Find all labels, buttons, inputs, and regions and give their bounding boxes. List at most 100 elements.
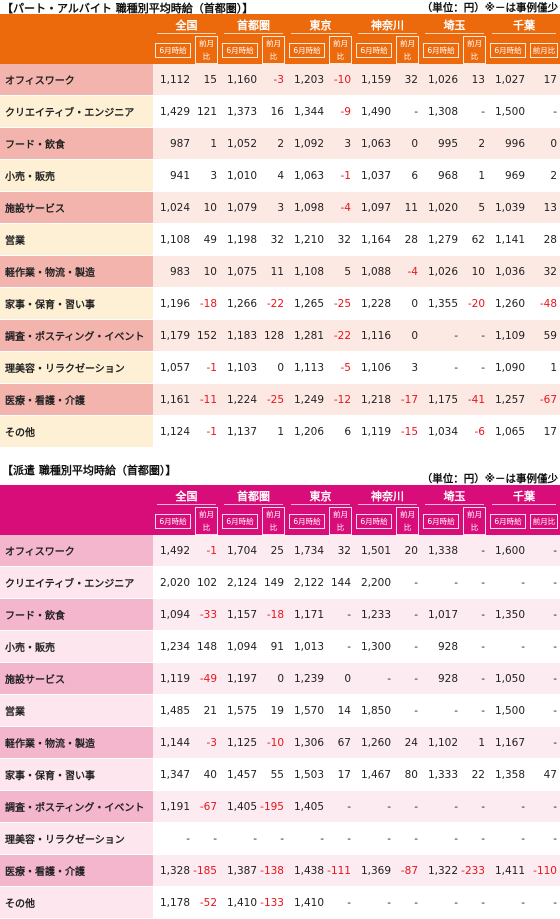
- wage-subheader: 6月時給: [421, 36, 461, 64]
- change-cell: 3: [394, 351, 421, 384]
- change-subheader: 前月比: [461, 36, 488, 64]
- change-cell: -1: [193, 535, 220, 567]
- change-cell: 19: [260, 694, 287, 727]
- sub-header-row: 6月時給 前月比 6月時給 前月比 6月時給 前月比 6月時給 前月比 6月時給…: [0, 36, 560, 64]
- wage-cell: 1,500: [488, 694, 528, 727]
- change-subheader: 前月比: [260, 36, 287, 64]
- wage-cell: -: [488, 822, 528, 855]
- wage-cell: 1,094: [220, 630, 260, 663]
- wage-cell: -: [488, 566, 528, 599]
- change-cell: 144: [327, 566, 354, 599]
- change-cell: 10: [193, 191, 220, 224]
- wage-cell: 1,429: [153, 95, 193, 128]
- wage-cell: 1,503: [287, 758, 327, 791]
- wage-cell: 1,052: [220, 127, 260, 160]
- wage-cell: 1,125: [220, 726, 260, 759]
- dispatch-table-body: オフィスワーク 1,492 -1 1,704 25 1,734 32 1,501 20 1,338…: [0, 535, 560, 919]
- change-cell: 32: [260, 223, 287, 256]
- change-cell: -5: [327, 351, 354, 384]
- wage-cell: 1,108: [287, 255, 327, 288]
- wage-cell: 1,167: [488, 726, 528, 759]
- change-subheader: 前月比: [260, 507, 287, 535]
- job-category-label: 小売・販売: [0, 159, 153, 192]
- change-cell: 25: [260, 535, 287, 567]
- table-row: 施設サービス 1,119 -49 1,197 0 1,239 0- -928-1,050-: [0, 662, 560, 695]
- part-time-wage-table: 全国 首都圏 東京 神奈川 埼玉 千葉 6月時給 前月比 6月時給 前月比 6月…: [0, 14, 560, 448]
- change-cell: 6: [394, 159, 421, 192]
- change-cell: -: [528, 886, 560, 919]
- wage-cell: 1,438: [287, 854, 327, 887]
- change-subheader: 前月比: [394, 36, 421, 64]
- change-cell: -: [394, 566, 421, 599]
- wage-cell: 1,410: [220, 886, 260, 919]
- change-cell: -: [394, 630, 421, 663]
- change-cell: 32: [394, 64, 421, 96]
- wage-cell: 1,178: [153, 886, 193, 919]
- change-cell: -195: [260, 790, 287, 823]
- change-cell: -20: [461, 287, 488, 320]
- region-header: 東京: [287, 485, 354, 507]
- wage-cell: 1,333: [421, 758, 461, 791]
- wage-cell: 1,306: [287, 726, 327, 759]
- change-cell: -25: [260, 383, 287, 416]
- wage-cell: 1,600: [488, 535, 528, 567]
- change-cell: 1: [461, 726, 488, 759]
- wage-cell: 1,338: [421, 535, 461, 567]
- change-cell: 91: [260, 630, 287, 663]
- wage-cell: 1,039: [488, 191, 528, 224]
- change-cell: -: [394, 662, 421, 695]
- wage-cell: 1,350: [488, 598, 528, 631]
- wage-cell: 1,239: [287, 662, 327, 695]
- table-row: クリエイティブ・エンジニア 1,429 121 1,373 16 1,344 -9 1,490…: [0, 95, 560, 128]
- change-cell: -25: [327, 287, 354, 320]
- wage-cell: 1,027: [488, 64, 528, 96]
- change-cell: -: [461, 630, 488, 663]
- change-cell: 32: [327, 223, 354, 256]
- change-subheader: 前月比: [193, 507, 220, 535]
- change-cell: -: [327, 886, 354, 919]
- change-cell: 6: [327, 415, 354, 448]
- change-cell: -: [394, 886, 421, 919]
- wage-cell: 1,026: [421, 64, 461, 96]
- change-cell: -: [528, 95, 560, 128]
- change-cell: 1: [193, 127, 220, 160]
- job-category-label: クリエイティブ・エンジニア: [0, 95, 153, 128]
- change-cell: 3: [327, 127, 354, 160]
- change-cell: -1: [193, 351, 220, 384]
- part-time-title: 【パート・アルバイト 職種別平均時給（首都圏）】: [2, 2, 254, 15]
- change-cell: -52: [193, 886, 220, 919]
- change-cell: 20: [394, 535, 421, 567]
- wage-cell: 1,492: [153, 535, 193, 567]
- change-cell: 1: [528, 351, 560, 384]
- change-cell: 3: [193, 159, 220, 192]
- wage-cell: 996: [488, 127, 528, 160]
- table-row: 家事・保育・習い事 1,347 40 1,457 55 1,503 17 1,467 80 1,3…: [0, 758, 560, 791]
- change-cell: -11: [193, 383, 220, 416]
- wage-cell: 1,036: [488, 255, 528, 288]
- wage-cell: 1,734: [287, 535, 327, 567]
- change-cell: -: [528, 822, 560, 855]
- change-cell: 3: [260, 191, 287, 224]
- wage-cell: 2,124: [220, 566, 260, 599]
- change-cell: -15: [394, 415, 421, 448]
- table-row: オフィスワーク 1,112 15 1,160 -3 1,203 -10 1,159 32 1,02…: [0, 64, 560, 96]
- wage-cell: 1,119: [354, 415, 394, 448]
- change-cell: -3: [260, 64, 287, 96]
- job-category-label: 調査・ポスティング・イベント: [0, 790, 153, 823]
- wage-cell: 1,347: [153, 758, 193, 791]
- region-header: 千葉: [488, 14, 560, 36]
- wage-cell: -: [153, 822, 193, 855]
- change-cell: 67: [327, 726, 354, 759]
- change-cell: -: [394, 790, 421, 823]
- change-cell: -: [528, 662, 560, 695]
- wage-subheader: 6月時給: [287, 36, 327, 64]
- wage-cell: 2,020: [153, 566, 193, 599]
- region-header: 全国: [153, 14, 220, 36]
- change-cell: 13: [461, 64, 488, 96]
- wage-cell: 1,026: [421, 255, 461, 288]
- job-category-label: フード・飲食: [0, 598, 153, 631]
- job-category-label: フード・飲食: [0, 127, 153, 160]
- wage-cell: 1,098: [287, 191, 327, 224]
- table-row: 軽作業・物流・製造 1,144 -3 1,125 -10 1,306 67 1,260 24 1,…: [0, 726, 560, 759]
- change-cell: -: [461, 351, 488, 384]
